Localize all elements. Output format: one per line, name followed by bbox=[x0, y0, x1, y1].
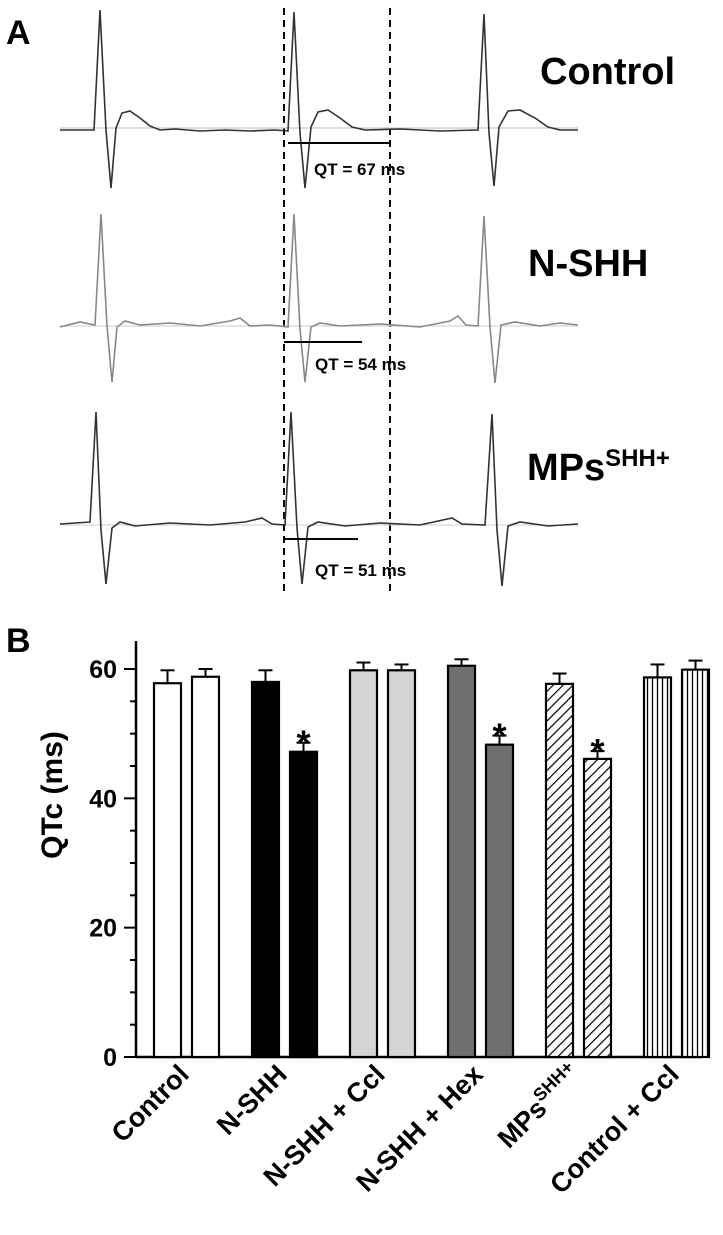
panel-b-qtc-bar-chart: B QTc (ms) 0 20 40 60 * * * Control N-SHHN-SHH… bbox=[6, 622, 711, 1200]
trace-n-shh-ecg bbox=[59, 213, 579, 384]
panel-a-ecg-traces: A QT = 67 ms Control QT = 54 ms N-SHH QT… bbox=[6, 8, 675, 592]
significance-star: * bbox=[296, 723, 310, 764]
trace-mps: QT = 51 ms MPsSHH+ bbox=[59, 411, 670, 587]
trace-control-label: Control bbox=[540, 51, 675, 93]
bar bbox=[642, 676, 673, 1059]
y-tick-label: 60 bbox=[89, 656, 117, 684]
bar bbox=[152, 682, 183, 1059]
bar bbox=[484, 743, 515, 1059]
trace-n-shh-label: N-SHH bbox=[528, 243, 648, 285]
bar bbox=[288, 750, 319, 1059]
y-tick-label: 0 bbox=[103, 1044, 117, 1072]
bar bbox=[446, 664, 477, 1059]
bar bbox=[680, 668, 711, 1059]
y-tick-label: 40 bbox=[89, 785, 117, 813]
y-axis-title: QTc (ms) bbox=[36, 731, 69, 859]
x-category-label: Control bbox=[106, 1059, 195, 1148]
trace-mps-ecg bbox=[59, 411, 579, 587]
x-category-label: N-SHH bbox=[211, 1059, 293, 1141]
panel-b-letter: B bbox=[6, 622, 31, 660]
y-axis-ticks: 0 20 40 60 bbox=[89, 656, 136, 1072]
trace-control: QT = 67 ms Control bbox=[60, 9, 675, 189]
bar bbox=[348, 669, 379, 1059]
significance-star: * bbox=[492, 716, 506, 757]
bar-series: * * * bbox=[152, 658, 711, 1059]
bar bbox=[190, 675, 221, 1059]
significance-star: * bbox=[590, 731, 604, 772]
trace-n-shh: QT = 54 ms N-SHH bbox=[59, 213, 648, 384]
y-tick-label: 20 bbox=[89, 915, 117, 943]
panel-a-letter: A bbox=[6, 14, 31, 52]
trace-control-qt-label: QT = 67 ms bbox=[314, 160, 405, 179]
bar bbox=[582, 757, 613, 1059]
bar bbox=[250, 680, 281, 1059]
bar bbox=[544, 682, 575, 1059]
trace-n-shh-qt-label: QT = 54 ms bbox=[315, 355, 406, 374]
trace-control-ecg bbox=[60, 9, 578, 189]
bar bbox=[386, 669, 417, 1059]
trace-mps-label: MPsSHH+ bbox=[527, 445, 670, 489]
trace-mps-qt-label: QT = 51 ms bbox=[315, 561, 406, 580]
x-category-label: MPsSHH+ bbox=[490, 1057, 587, 1154]
